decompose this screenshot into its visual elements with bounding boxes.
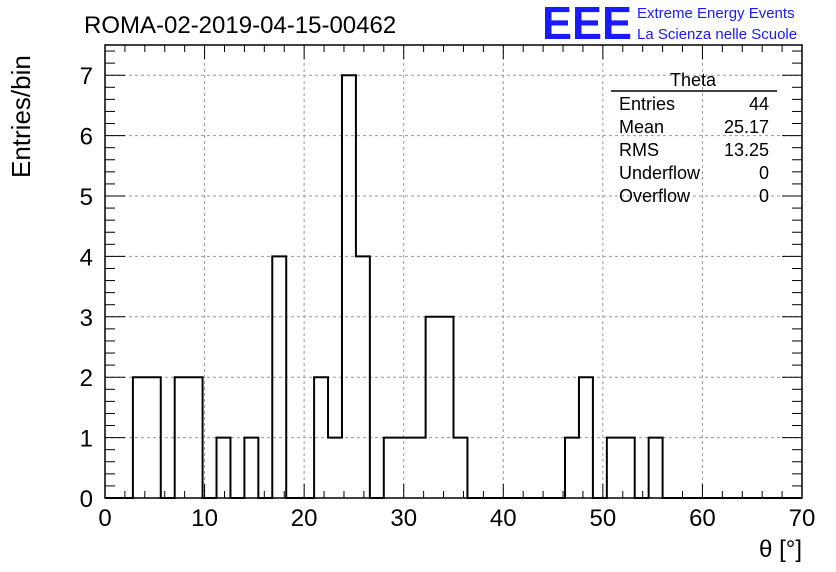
histogram-bin [175,377,189,498]
x-tick-label: 10 [191,505,218,532]
histogram-bin [342,75,356,498]
histogram-bin [649,438,663,498]
y-tick-label: 2 [80,365,93,392]
stats-box: Theta Entries 44 Mean 25.17 RMS 13.25 Underflo… [611,70,777,206]
histogram-bin [440,317,454,498]
histogram-outline [105,74,802,499]
histogram-bin [398,438,412,498]
stats-value: 0 [759,163,769,183]
logo-line1: Extreme Energy Events [637,5,795,22]
y-tick-label: 4 [80,244,93,271]
y-tick-label: 7 [80,63,93,90]
histogram-bin [454,438,468,498]
y-tick-labels: 0 1 2 3 4 5 6 7 [80,63,93,513]
chart-title: ROMA-02-2019-04-15-00462 [84,12,396,39]
x-tick-label: 30 [390,505,417,532]
eee-logo: EEE Extreme Energy Events La Scienza nel… [542,0,797,49]
histogram-bin [328,438,342,498]
x-tick-label: 50 [590,505,617,532]
histogram-bin [621,438,635,498]
x-tick-label: 40 [490,505,517,532]
stats-label: RMS [619,140,659,160]
y-tick-label: 0 [80,486,93,513]
stats-label: Overflow [619,186,691,206]
histogram-bin [133,377,147,498]
stats-label: Entries [619,94,675,114]
histogram-bin [426,317,440,498]
logo-line2: La Scienza nelle Scuole [637,26,797,43]
stats-label: Underflow [619,163,701,183]
axis-ticks [104,45,803,499]
histogram-bin [565,438,579,498]
stats-value: 44 [749,94,769,114]
histogram-bin [384,438,398,498]
stats-label: Mean [619,117,664,137]
x-tick-label: 20 [291,505,318,532]
stats-value: 13.25 [724,140,769,160]
x-tick-label: 60 [689,505,716,532]
plot-frame [104,44,803,499]
stats-value: 0 [759,186,769,206]
stats-rows: Entries 44 Mean 25.17 RMS 13.25 Underflow 0 Over… [619,94,769,206]
histogram-bin [412,438,426,498]
y-tick-label: 1 [80,426,93,453]
x-tick-label: 0 [98,505,111,532]
y-tick-label: 6 [80,124,93,151]
y-axis-title: Entries/bin [6,55,36,178]
y-tick-label: 3 [80,305,93,332]
x-tick-labels: 0 10 20 30 40 50 60 70 [98,505,815,532]
histogram-bin [217,438,231,498]
x-tick-label: 70 [789,505,816,532]
x-axis-title: θ [°] [759,536,802,563]
logo-eee-text: EEE [542,0,632,49]
histogram-bin [607,438,621,498]
histogram-bin [244,438,258,498]
y-tick-label: 5 [80,184,93,211]
histogram-bins [133,75,663,498]
stats-title: Theta [670,70,717,90]
stats-value: 25.17 [724,117,769,137]
